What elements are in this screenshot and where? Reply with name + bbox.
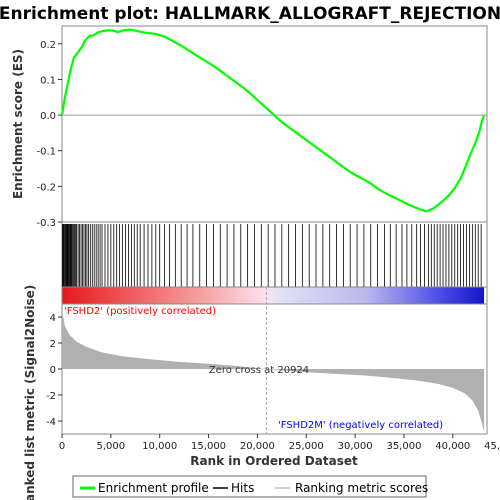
legend-metric-label: Ranking metric scores — [295, 481, 428, 495]
metric-area — [62, 309, 485, 433]
rank-heatmap — [62, 287, 485, 304]
x-axis-label: Rank in Ordered Dataset — [190, 454, 358, 468]
x-tick-label: 20,000 — [240, 441, 275, 452]
metric-y-tick-label: 4 — [50, 313, 56, 324]
es-y-tick-label: 0.1 — [40, 75, 56, 86]
es-panel — [61, 25, 488, 223]
hit-markers — [62, 224, 482, 287]
es-y-axis: -0.3 -0.2 -0.1 0.0 0.1 0.2 — [36, 40, 62, 229]
es-y-tick-label: -0.3 — [36, 218, 56, 229]
es-y-tick-label: -0.1 — [36, 147, 56, 158]
x-axis: 0 5,000 10,000 15,000 20,000 25,000 30,000 35,0… — [59, 434, 500, 452]
x-tick-label: 10,000 — [142, 441, 177, 452]
zero-cross-label: Zero cross at 20924 — [209, 365, 309, 376]
es-y-tick-label: 0.2 — [40, 40, 56, 51]
x-tick-label: 15,000 — [191, 441, 226, 452]
metric-y-tick-label: 0 — [50, 365, 56, 376]
negative-label: 'FSHD2M' (negatively correlated) — [278, 420, 443, 431]
x-tick-label: 40,000 — [435, 441, 470, 452]
metric-y-tick-label: -4 — [46, 417, 56, 428]
metric-y-axis: -4 -2 0 2 4 — [46, 313, 62, 428]
x-tick-label: 45,000 — [484, 441, 500, 452]
es-y-label: Enrichment score (ES) — [11, 49, 25, 199]
hits-panel — [61, 221, 488, 288]
positive-label: 'FSHD2' (positively correlated) — [64, 306, 216, 317]
metric-y-tick-label: -2 — [46, 391, 56, 402]
metric-y-label: Ranked list metric (Signal2Noise) — [23, 285, 37, 500]
x-tick-label: 25,000 — [289, 441, 324, 452]
legend-enrichment-label: Enrichment profile — [98, 481, 209, 495]
legend: Enrichment profile Hits Ranking metric s… — [72, 475, 428, 498]
x-tick-label: 5,000 — [97, 441, 126, 452]
metric-y-tick-label: 2 — [50, 339, 56, 350]
chart-title: Enrichment plot: HALLMARK_ALLOGRAFT_REJE… — [0, 4, 500, 24]
legend-hits-label: Hits — [231, 481, 254, 495]
x-tick-label: 35,000 — [386, 441, 421, 452]
es-y-tick-label: -0.2 — [36, 182, 56, 193]
es-y-tick-label: 0.0 — [40, 111, 56, 122]
x-tick-label: 0 — [59, 441, 65, 452]
es-line — [60, 28, 486, 213]
x-tick-label: 30,000 — [338, 441, 373, 452]
legend-box — [72, 475, 427, 498]
